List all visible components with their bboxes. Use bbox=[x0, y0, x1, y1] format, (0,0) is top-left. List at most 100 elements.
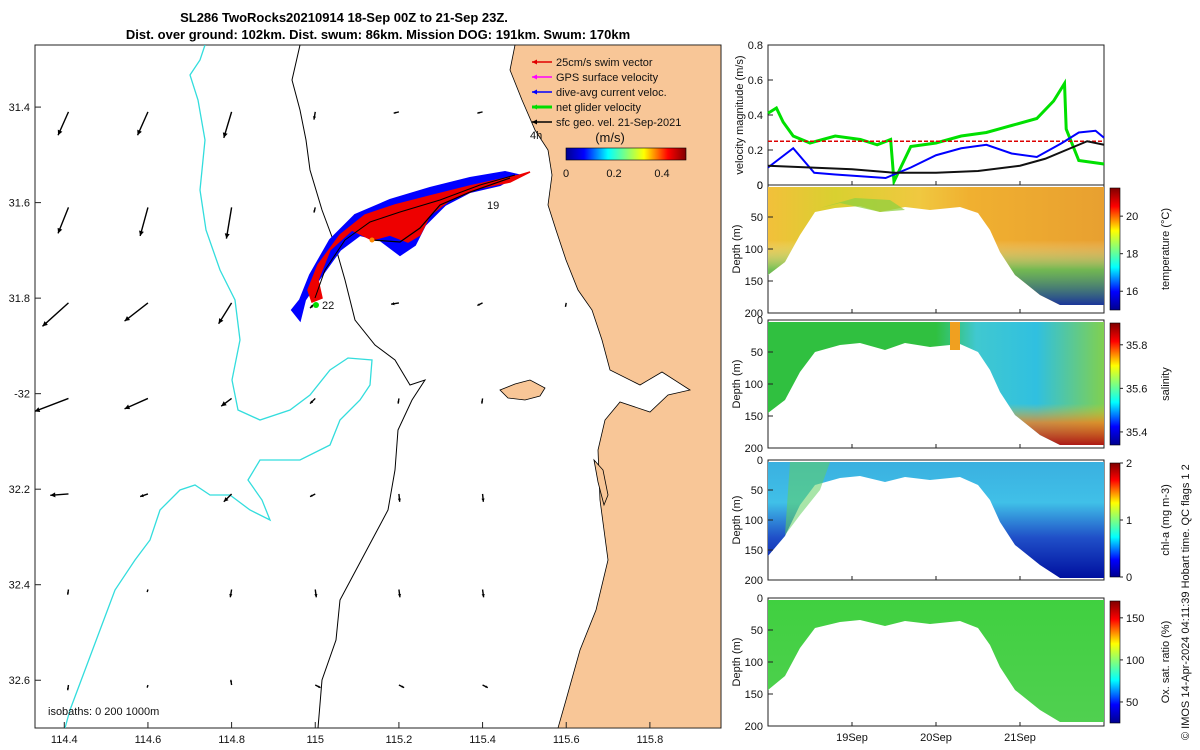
colorbar-tick-label: 2 bbox=[1126, 458, 1132, 470]
depth-tick-label: 100 bbox=[745, 244, 763, 256]
map-colorbar bbox=[565, 147, 687, 161]
section-axis-salinity: 0 50 100 150 200 Depth (m) 35.4 35.6 35.8 salinit… bbox=[731, 315, 1172, 455]
section-colorbar bbox=[1109, 322, 1121, 446]
geo-vector-arrow bbox=[397, 493, 401, 502]
section-chla bbox=[767, 459, 1105, 581]
geo-vector-arrow bbox=[309, 397, 316, 405]
velocity-y-tick-label: 0.8 bbox=[748, 40, 763, 52]
map-y-tick-label: -32 bbox=[14, 389, 30, 401]
legend-entry: sfc geo. vel. 21-Sep-2021 bbox=[532, 117, 681, 129]
geo-vector-arrow bbox=[50, 492, 69, 498]
isobath-200m bbox=[291, 45, 427, 728]
depth-tick-label: 200 bbox=[745, 575, 763, 587]
depth-tick-label: 50 bbox=[751, 212, 763, 224]
geo-vector-arrow bbox=[481, 589, 485, 598]
map-legend: 25cm/s swim vector GPS surface velocity di… bbox=[530, 57, 687, 180]
depth-tick-label: 150 bbox=[745, 276, 763, 288]
geo-vector-arrow bbox=[230, 679, 233, 686]
map-y-tick-label: 32.4 bbox=[9, 580, 30, 592]
legend-label: sfc geo. vel. 21-Sep-2021 bbox=[556, 117, 681, 129]
section-colorbar bbox=[1109, 600, 1121, 724]
geo-vector-arrow bbox=[57, 111, 70, 136]
geo-vector-arrow bbox=[314, 589, 318, 598]
geo-vector-arrow bbox=[146, 589, 149, 593]
geo-vector-arrow bbox=[136, 111, 149, 136]
map-x-tick-label: 115.6 bbox=[553, 734, 580, 746]
colorbar-tick-label: 16 bbox=[1126, 286, 1138, 298]
day-label-19: 19 bbox=[487, 200, 499, 212]
section-oxygen bbox=[767, 597, 1105, 727]
colorbar-tick-label: 150 bbox=[1126, 613, 1144, 625]
legend-entry: net glider velocity bbox=[532, 102, 641, 114]
imos-footer-text: © IMOS 14-Apr-2024 04:11:39 Hobart time.… bbox=[1180, 464, 1192, 740]
time-tick-label: 19Sep bbox=[836, 732, 868, 744]
rottnest-island bbox=[499, 379, 546, 401]
geo-vector-arrow bbox=[139, 207, 149, 237]
geo-vector-arrow bbox=[35, 397, 69, 413]
legend-entry: dive-avg current veloc. bbox=[532, 87, 667, 99]
map-y-tick-label: 31.4 bbox=[9, 102, 30, 114]
map-y-tick-label: 31.6 bbox=[9, 198, 30, 210]
map-colorbar-tick: 0.4 bbox=[654, 168, 669, 180]
section-axis-oxygen: 0 50 100 150 200 Depth (m) 50 100 150 Ox. sat. ra… bbox=[731, 593, 1172, 733]
section-colorbar-label: chl-a (mg m-3) bbox=[1160, 484, 1172, 556]
geo-vector-arrow bbox=[229, 589, 233, 598]
depth-axis-label: Depth (m) bbox=[731, 225, 743, 274]
geo-vector-arrow bbox=[481, 493, 485, 502]
map-x-tick-label: 115.2 bbox=[386, 734, 413, 746]
colorbar-tick-label: 18 bbox=[1126, 249, 1138, 261]
geo-vector-arrow bbox=[398, 684, 405, 689]
velocity-series-line bbox=[767, 78, 1105, 188]
map-x-tick-label: 114.4 bbox=[51, 734, 78, 746]
geo-vector-arrow bbox=[223, 493, 233, 503]
depth-tick-label: 100 bbox=[745, 657, 763, 669]
legend-label: dive-avg current veloc. bbox=[556, 87, 667, 99]
colorbar-tick-label: 1 bbox=[1126, 515, 1132, 527]
depth-tick-label: 100 bbox=[745, 379, 763, 391]
geo-vector-arrow bbox=[314, 684, 321, 689]
map-x-tick-label: 115 bbox=[306, 734, 324, 746]
velocity-series-line bbox=[767, 129, 1105, 180]
section-colorbar-label: temperature (°C) bbox=[1160, 208, 1172, 290]
geo-vector-arrow bbox=[220, 397, 233, 407]
map-x-tick-label: 115.4 bbox=[469, 734, 496, 746]
geo-vector-arrow bbox=[397, 398, 400, 404]
depth-tick-label: 0 bbox=[757, 315, 763, 327]
depth-tick-label: 0 bbox=[757, 180, 763, 192]
land-mass bbox=[509, 45, 721, 728]
isobath-label: isobaths: 0 200 1000m bbox=[48, 706, 159, 718]
colorbar-tick-label: 35.4 bbox=[1126, 427, 1147, 439]
section-colorbar bbox=[1109, 187, 1121, 311]
legend-label: GPS surface velocity bbox=[556, 72, 659, 84]
depth-tick-label: 150 bbox=[745, 545, 763, 557]
legend-label: 25cm/s swim vector bbox=[556, 57, 653, 69]
colorbar-tick-label: 20 bbox=[1126, 211, 1138, 223]
time-tick-label: 20Sep bbox=[920, 732, 952, 744]
colorbar-tick-label: 100 bbox=[1126, 655, 1144, 667]
velocity-ylabel: velocity magnitude (m/s) bbox=[734, 55, 746, 174]
depth-tick-label: 200 bbox=[745, 721, 763, 733]
section-axis-chla: 0 50 100 150 200 Depth (m) 0 1 2 chl-a (mg m-3) bbox=[731, 455, 1172, 587]
geo-vector-arrow bbox=[564, 302, 567, 307]
depth-tick-label: 100 bbox=[745, 515, 763, 527]
velocity-series-line bbox=[767, 140, 1105, 174]
section-colorbar bbox=[1109, 462, 1121, 578]
legend-entry: GPS surface velocity bbox=[532, 72, 659, 84]
depth-axis-label: Depth (m) bbox=[731, 638, 743, 687]
section-temperature bbox=[767, 184, 1105, 314]
depth-axis-label: Depth (m) bbox=[731, 496, 743, 545]
glider-track-line bbox=[371, 177, 511, 243]
glider-end-marker bbox=[313, 302, 319, 308]
section-salinity bbox=[767, 319, 1105, 449]
velocity-y-tick-label: 0.6 bbox=[748, 75, 763, 87]
geo-vector-arrow bbox=[481, 398, 484, 404]
map-x-tick-label: 114.8 bbox=[218, 734, 245, 746]
depth-tick-label: 0 bbox=[757, 455, 763, 467]
map-x-tick-label: 115.8 bbox=[637, 734, 664, 746]
sfc-geo-velocity-vectors bbox=[35, 111, 567, 691]
geo-vector-arrow bbox=[66, 684, 70, 691]
geo-vector-arrow bbox=[477, 302, 483, 307]
map-colorbar-tick: 0.2 bbox=[606, 168, 621, 180]
colorbar-tick-label: 0 bbox=[1126, 572, 1132, 584]
map-title-line-1: SL286 TwoRocks20210914 18-Sep 00Z to 21-… bbox=[180, 10, 508, 25]
